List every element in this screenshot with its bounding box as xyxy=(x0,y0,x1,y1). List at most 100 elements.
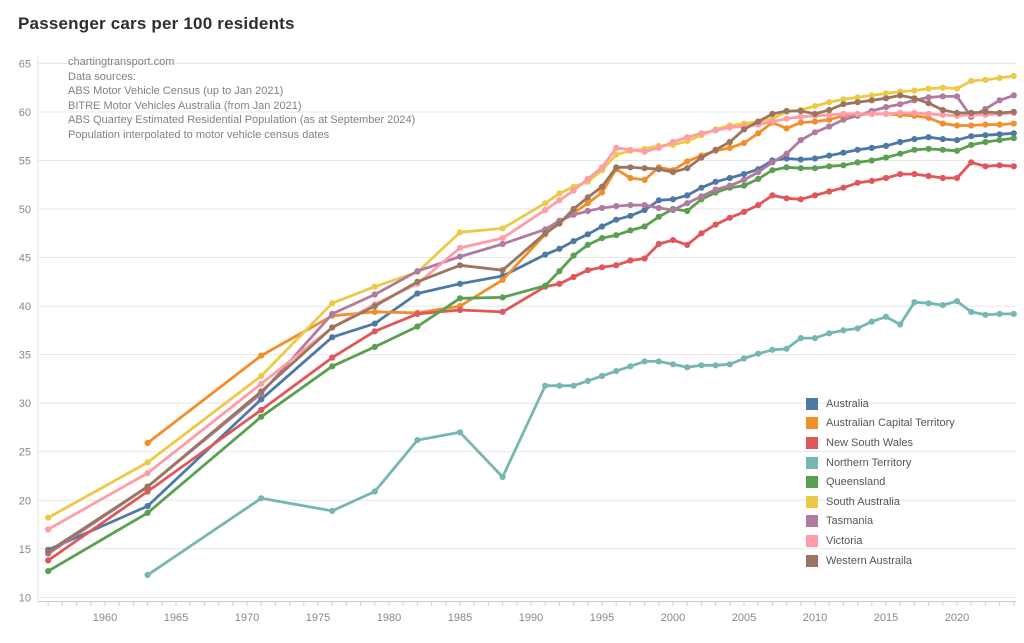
data-point-australia-1993[interactable] xyxy=(570,238,577,245)
data-point-south-australia-1956[interactable] xyxy=(45,514,52,521)
data-point-queensland-2013[interactable] xyxy=(854,159,861,166)
data-point-australia-2018[interactable] xyxy=(925,134,932,141)
data-point-australian-capital-territory-1997[interactable] xyxy=(627,174,634,182)
data-point-northern-territory-2024[interactable] xyxy=(1010,310,1017,317)
data-point-queensland-1982[interactable] xyxy=(414,323,421,330)
data-point-western-austraila-2015[interactable] xyxy=(882,95,890,102)
data-point-new-south-wales-1992[interactable] xyxy=(556,280,563,287)
data-point-australian-capital-territory-1971[interactable] xyxy=(258,352,265,359)
data-point-victoria-2008[interactable] xyxy=(783,115,790,122)
data-point-australia-1994[interactable] xyxy=(584,231,591,238)
data-point-australia-2014[interactable] xyxy=(868,144,875,151)
data-point-northern-territory-1985[interactable] xyxy=(456,429,464,436)
data-point-western-austraila-1996[interactable] xyxy=(613,164,620,171)
data-point-new-south-wales-2017[interactable] xyxy=(911,171,918,178)
data-point-western-austraila-2010[interactable] xyxy=(811,110,819,117)
data-point-queensland-1999[interactable] xyxy=(655,213,662,220)
legend-item-new-south-wales[interactable]: New South Wales xyxy=(806,433,955,453)
legend-item-south-australia[interactable]: South Australia xyxy=(806,492,955,512)
data-point-northern-territory-1971[interactable] xyxy=(258,495,265,502)
data-point-south-australia-1976[interactable] xyxy=(329,300,336,307)
data-point-tasmania-2010[interactable] xyxy=(811,129,819,136)
data-point-australia-2015[interactable] xyxy=(882,142,890,149)
data-point-tasmania-1995[interactable] xyxy=(598,204,606,212)
data-point-queensland-2007[interactable] xyxy=(769,167,776,174)
data-point-australia-1996[interactable] xyxy=(613,216,620,223)
data-point-australia-1992[interactable] xyxy=(556,245,563,252)
data-point-australia-2016[interactable] xyxy=(897,138,904,146)
data-point-queensland-2022[interactable] xyxy=(982,138,989,146)
data-point-south-australia-2024[interactable] xyxy=(1010,72,1017,80)
data-point-australia-2000[interactable] xyxy=(669,196,677,203)
data-point-northern-territory-2022[interactable] xyxy=(982,311,989,318)
data-point-new-south-wales-1982[interactable] xyxy=(414,310,421,317)
data-point-australian-capital-territory-2024[interactable] xyxy=(1010,120,1017,127)
data-point-western-austraila-1956[interactable] xyxy=(45,548,52,555)
data-point-western-austraila-1988[interactable] xyxy=(499,267,506,274)
data-point-queensland-2012[interactable] xyxy=(840,162,847,169)
data-point-northern-territory-2023[interactable] xyxy=(996,310,1003,317)
data-point-victoria-1999[interactable] xyxy=(655,144,662,151)
data-point-northern-territory-2020[interactable] xyxy=(953,298,961,305)
data-point-new-south-wales-2005[interactable] xyxy=(740,208,748,215)
data-point-western-austraila-2022[interactable] xyxy=(982,108,989,115)
data-point-tasmania-2009[interactable] xyxy=(797,137,804,144)
data-point-queensland-1979[interactable] xyxy=(371,343,378,350)
data-point-victoria-2019[interactable] xyxy=(939,111,946,118)
data-point-australia-1998[interactable] xyxy=(641,206,648,214)
data-point-tasmania-2019[interactable] xyxy=(939,93,946,100)
data-point-tasmania-2008[interactable] xyxy=(783,150,790,157)
data-point-queensland-1998[interactable] xyxy=(641,223,648,230)
data-point-south-australia-1963[interactable] xyxy=(144,459,151,466)
data-point-northern-territory-2021[interactable] xyxy=(968,308,975,315)
data-point-tasmania-1988[interactable] xyxy=(499,240,506,248)
data-point-new-south-wales-2020[interactable] xyxy=(953,174,961,182)
data-point-northern-territory-1963[interactable] xyxy=(144,571,151,579)
data-point-new-south-wales-1985[interactable] xyxy=(456,306,464,314)
data-point-western-austraila-1997[interactable] xyxy=(627,164,634,171)
data-point-tasmania-1976[interactable] xyxy=(329,310,336,317)
data-point-south-australia-2020[interactable] xyxy=(953,85,961,92)
data-point-western-austraila-1998[interactable] xyxy=(641,165,648,172)
data-point-queensland-1991[interactable] xyxy=(542,282,549,289)
data-point-victoria-2003[interactable] xyxy=(712,127,719,134)
data-point-australian-capital-territory-2023[interactable] xyxy=(996,121,1003,128)
data-point-tasmania-2002[interactable] xyxy=(698,193,705,200)
legend-item-queensland[interactable]: Queensland xyxy=(806,472,955,492)
data-point-western-austraila-2000[interactable] xyxy=(669,169,677,176)
data-point-new-south-wales-1996[interactable] xyxy=(613,262,620,269)
data-point-tasmania-2007[interactable] xyxy=(769,159,776,166)
data-point-new-south-wales-2007[interactable] xyxy=(769,192,776,199)
data-point-new-south-wales-2011[interactable] xyxy=(826,188,833,195)
data-point-australian-capital-territory-2006[interactable] xyxy=(755,130,762,137)
data-point-western-austraila-1994[interactable] xyxy=(584,194,591,201)
data-point-south-australia-1971[interactable] xyxy=(258,372,265,380)
data-point-south-australia-2021[interactable] xyxy=(968,77,975,84)
data-point-new-south-wales-1993[interactable] xyxy=(570,273,577,281)
data-point-western-austraila-2017[interactable] xyxy=(911,95,918,102)
legend-swatch-south-australia[interactable] xyxy=(806,495,818,508)
data-point-victoria-1992[interactable] xyxy=(556,197,563,204)
data-point-tasmania-2018[interactable] xyxy=(925,94,932,101)
legend-swatch-australian-capital-territory[interactable] xyxy=(806,417,818,430)
data-point-tasmania-1997[interactable] xyxy=(627,202,634,209)
data-point-tasmania-2001[interactable] xyxy=(684,200,691,207)
data-point-victoria-2000[interactable] xyxy=(669,138,677,146)
data-point-western-austraila-2019[interactable] xyxy=(939,106,946,114)
legend-swatch-tasmania[interactable] xyxy=(806,515,818,528)
data-point-australian-capital-territory-1979[interactable] xyxy=(371,308,378,315)
data-point-victoria-2001[interactable] xyxy=(684,134,691,141)
data-point-queensland-1985[interactable] xyxy=(456,295,464,302)
data-point-new-south-wales-1979[interactable] xyxy=(371,328,378,335)
data-point-western-austraila-2005[interactable] xyxy=(740,126,748,133)
data-point-victoria-1988[interactable] xyxy=(499,235,506,242)
data-point-queensland-2001[interactable] xyxy=(684,207,691,215)
data-point-australian-capital-territory-1988[interactable] xyxy=(499,276,506,283)
data-point-australian-capital-territory-1963[interactable] xyxy=(144,439,151,447)
data-point-northern-territory-2005[interactable] xyxy=(740,355,748,362)
data-point-australia-2021[interactable] xyxy=(968,133,975,140)
data-point-new-south-wales-2012[interactable] xyxy=(840,184,847,191)
data-point-northern-territory-1993[interactable] xyxy=(570,382,577,389)
data-point-new-south-wales-2022[interactable] xyxy=(982,163,989,170)
data-point-queensland-2023[interactable] xyxy=(996,137,1003,144)
